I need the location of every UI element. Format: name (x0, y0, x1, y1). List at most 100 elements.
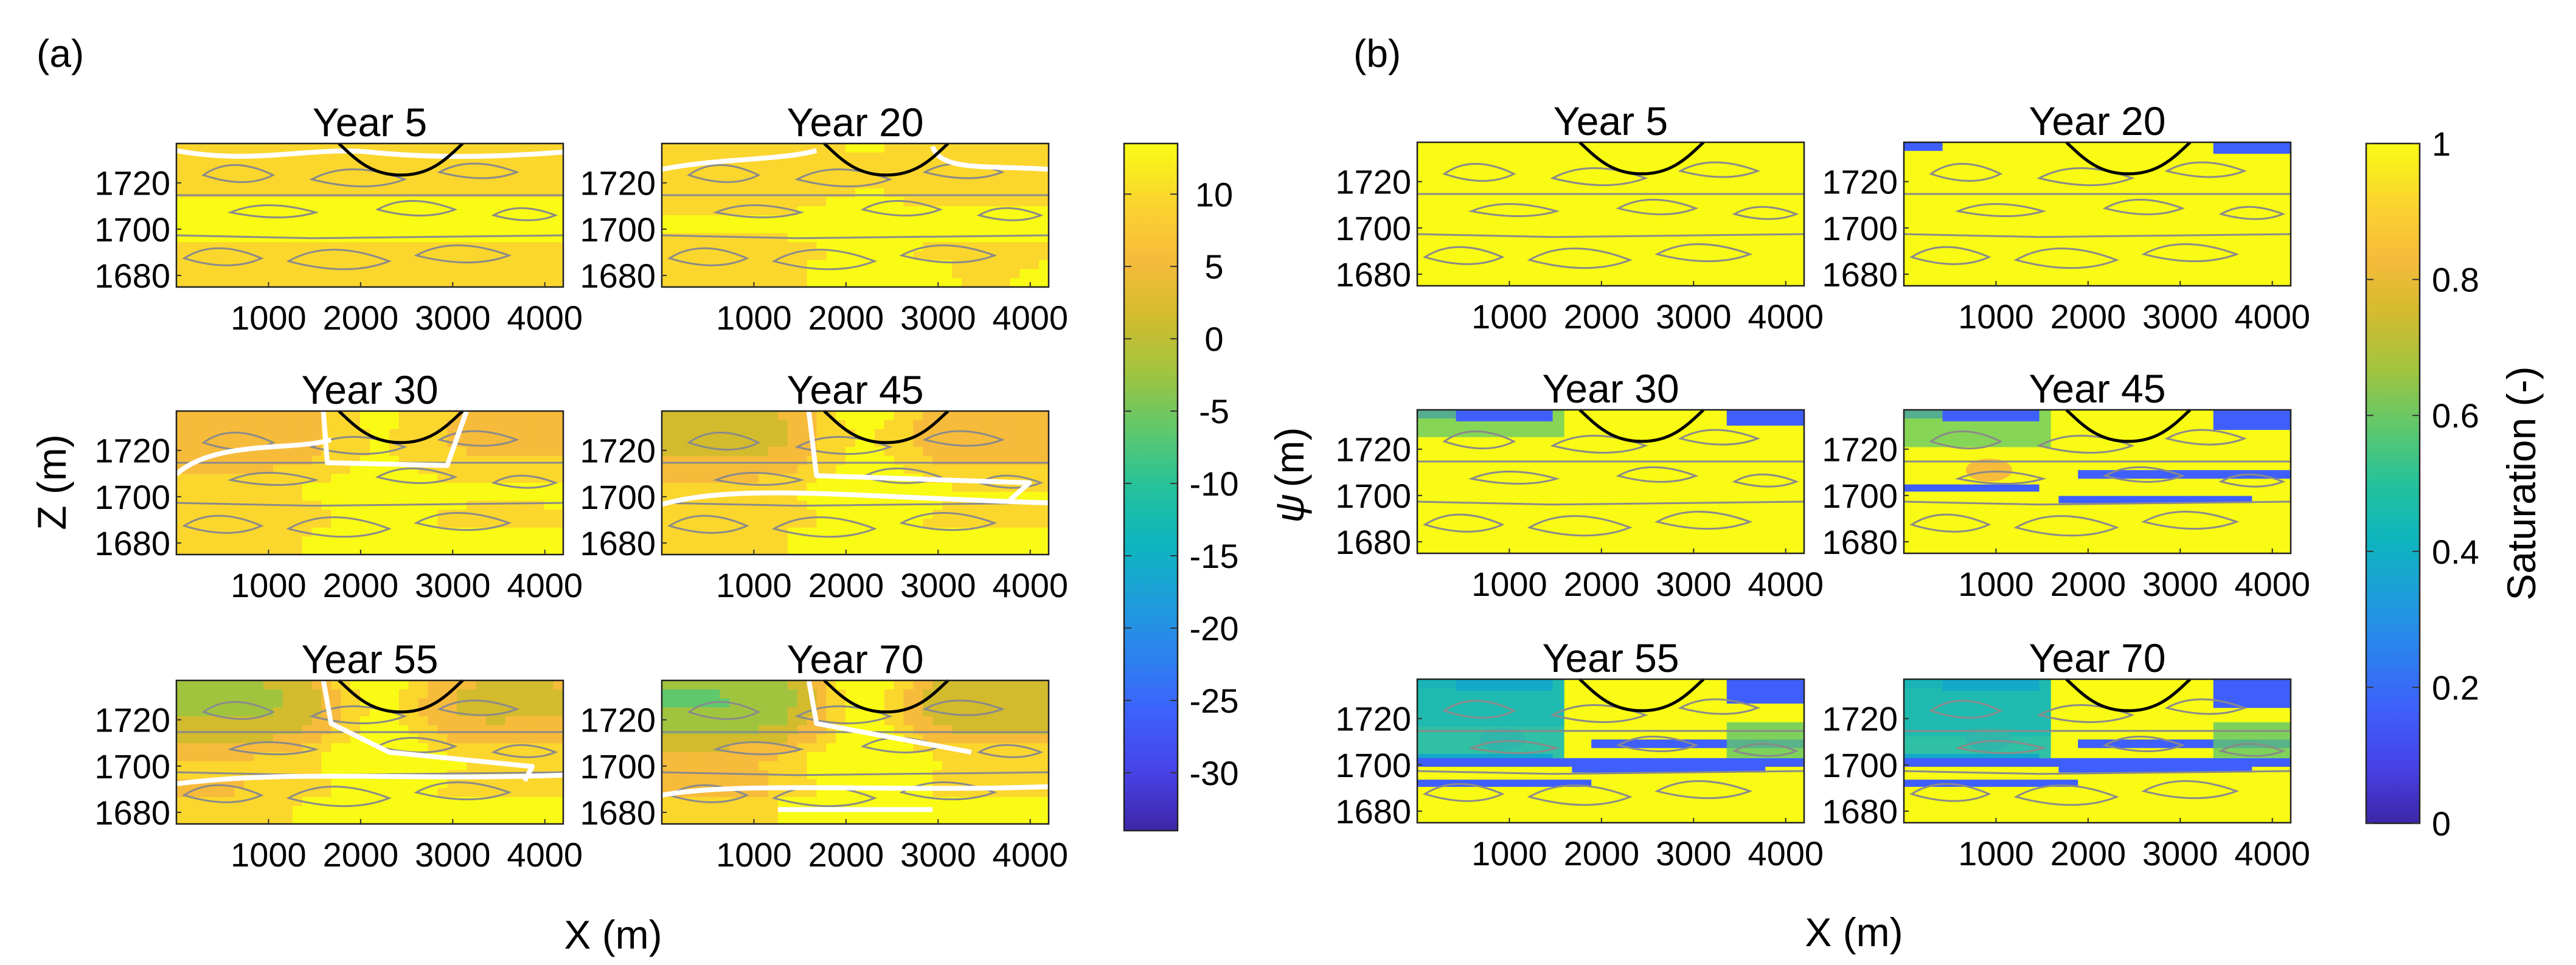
heatmap-cell (476, 815, 487, 825)
heatmap-cell (476, 483, 487, 493)
heatmap-cell (350, 206, 361, 216)
heatmap-cell (195, 815, 206, 825)
desaturated-zone (1904, 142, 1943, 151)
heatmap-cell (186, 500, 196, 510)
y-tick-label: 1680 (1335, 255, 1411, 294)
heatmap-cell (894, 743, 904, 753)
heatmap-cell (700, 725, 711, 735)
heatmap-cell (826, 734, 836, 744)
heatmap-cell (408, 429, 419, 438)
heatmap-cell (341, 152, 351, 162)
heatmap-cell (1039, 545, 1049, 555)
heatmap-cell (457, 519, 467, 528)
heatmap-cell (534, 545, 544, 555)
heatmap-cell (186, 743, 196, 753)
heatmap-cell (777, 447, 788, 457)
y-tick-label: 1700 (1335, 746, 1411, 784)
heatmap-cell (894, 510, 904, 519)
axes-frame (661, 410, 1050, 556)
heatmap-cell (903, 716, 914, 726)
heatmap-cell (389, 224, 400, 234)
heatmap-cell (874, 260, 885, 270)
heatmap-cell (1039, 269, 1049, 278)
heatmap-cell (681, 698, 692, 708)
heatmap-cell (787, 815, 798, 825)
heatmap-cell (273, 707, 283, 717)
heatmap-cell (244, 278, 254, 288)
heatmap-cell (690, 761, 701, 771)
heatmap-cell (855, 411, 866, 421)
heatmap-cell (224, 788, 235, 798)
heatmap-cell (961, 411, 972, 421)
heatmap-cell (768, 465, 779, 474)
heatmap-cell (311, 455, 322, 466)
heatmap-cell (273, 251, 283, 261)
heatmap-cell (894, 483, 904, 493)
heatmap-cell (176, 806, 187, 815)
heatmap-cell (700, 770, 711, 780)
heatmap-cell (244, 545, 254, 555)
heatmap-cell (681, 429, 692, 438)
heatmap-cell (845, 188, 856, 198)
saturation-zones (1417, 678, 1805, 806)
heatmap-cell (807, 483, 817, 493)
heatmap-cell (263, 725, 274, 735)
heatmap-cell (1019, 734, 1030, 744)
heatmap-cell (467, 206, 477, 216)
heatmap-cell (874, 420, 885, 430)
heatmap-cell (398, 716, 409, 726)
heatmap-cell (554, 429, 564, 438)
heatmap-cell (263, 536, 274, 546)
heatmap-cell (884, 215, 895, 225)
heatmap-cell (408, 179, 419, 189)
heatmap-cell (205, 465, 216, 474)
heatmap-cell (700, 455, 711, 466)
heatmap-cell (749, 716, 759, 726)
heatmap-cell (534, 455, 544, 466)
heatmap-cell (341, 536, 351, 546)
heatmap-cell (1039, 465, 1049, 474)
heatmap-cell (690, 536, 701, 546)
heatmap-cell (903, 752, 914, 762)
heatmap-cell (826, 224, 836, 234)
colorbar-tick-label: 0.6 (2432, 396, 2479, 435)
heatmap-cell (759, 447, 769, 457)
heatmap-cell (341, 170, 351, 180)
x-tick-label: 1000 (716, 566, 792, 604)
heatmap-cell (826, 510, 836, 519)
heatmap-cell (205, 206, 216, 216)
heatmap-cell (263, 179, 274, 189)
desaturated-layer (1904, 758, 2291, 767)
heatmap-cell (457, 170, 467, 180)
heatmap-cell (1039, 815, 1049, 825)
heatmap-cell (913, 447, 923, 457)
heatmap-cell (710, 251, 720, 261)
heatmap-cell (360, 815, 370, 825)
heatmap-cell (845, 170, 856, 180)
heatmap-cell (777, 224, 788, 234)
heatmap-cell (903, 429, 914, 438)
heatmap-cell (467, 761, 477, 771)
heatmap-cell (671, 179, 682, 189)
heatmap-cell (797, 188, 808, 198)
heatmap-cell (321, 278, 332, 288)
heatmap-cell (485, 420, 496, 430)
heatmap-cell (263, 269, 274, 278)
heatmap-cell (176, 527, 187, 538)
heatmap-cell (360, 269, 370, 278)
heatmap-cell (234, 215, 245, 225)
heatmap-cell (671, 716, 682, 726)
heatmap-cell (544, 161, 554, 171)
x-tick-label: 2000 (323, 835, 399, 874)
heatmap-cell (234, 420, 245, 430)
heatmap-cell (389, 527, 400, 538)
heatmap-cell (273, 779, 283, 789)
heatmap-cell (1039, 734, 1049, 744)
heatmap-cell (495, 806, 506, 815)
heatmap-cell (971, 752, 982, 762)
heatmap-cell (398, 510, 409, 519)
heatmap-cell (971, 806, 982, 815)
axes-frame (1903, 678, 2292, 824)
heatmap-cell (447, 465, 457, 474)
